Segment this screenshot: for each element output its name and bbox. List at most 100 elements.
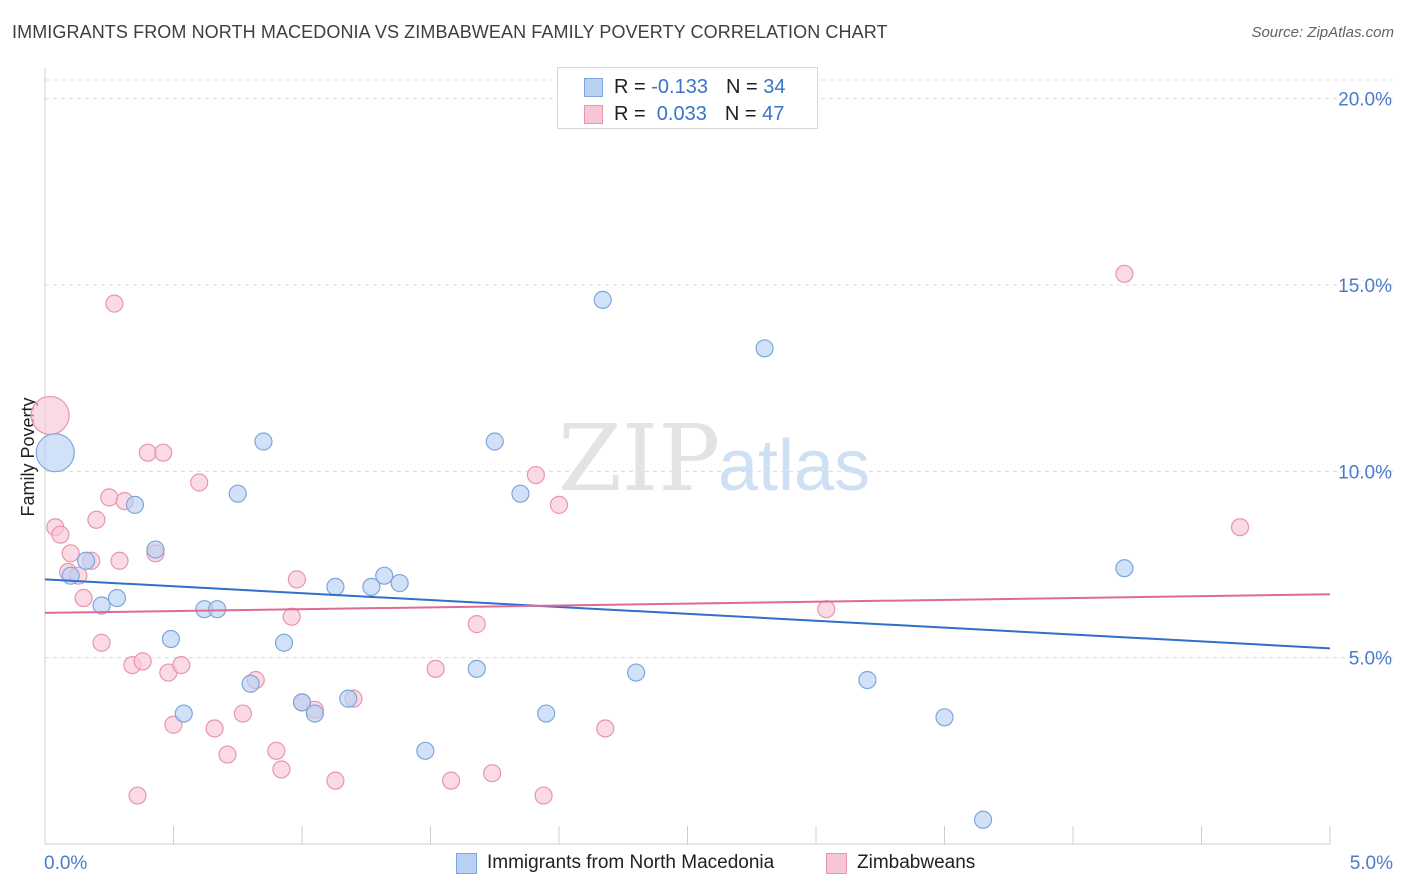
pink-swatch (584, 104, 603, 124)
macedonia-point (254, 432, 273, 451)
macedonia-point (274, 633, 294, 652)
zimbabwean-point (172, 656, 191, 675)
y-tick-label: 15.0% (1338, 276, 1392, 297)
axes (44, 68, 1331, 845)
legend-row-zimbabweans: R = 0.033 N = 47 (584, 101, 784, 127)
blue-swatch (584, 77, 603, 97)
y-tick-label: 10.0% (1338, 462, 1392, 483)
zimbabwean-point (272, 760, 291, 779)
macedonia-point (161, 629, 181, 649)
macedonia-point (174, 704, 193, 723)
macedonia-point (362, 577, 381, 596)
macedonia-point (467, 659, 486, 678)
macedonia-point (125, 495, 145, 514)
zimbabwean-point (133, 652, 152, 671)
zimbabwean-point (164, 715, 183, 734)
macedonia-point (326, 577, 345, 596)
macedonia-point (511, 484, 530, 503)
zimbabwean-point (267, 741, 286, 760)
macedonia-point (92, 596, 111, 615)
macedonia-point (755, 339, 774, 358)
zimbabwean-point (1115, 264, 1134, 283)
zimbabwean-point (74, 588, 93, 608)
macedonia-point (292, 693, 312, 712)
correlation-legend: R = -0.133 N = 34 R = 0.033 N = 47 (557, 67, 818, 129)
macedonia-point (935, 708, 954, 727)
macedonia-point (858, 670, 877, 690)
macedonia-point (208, 600, 227, 619)
zimbabweans-points (30, 264, 1250, 805)
zimbabwean-point (61, 544, 80, 563)
zimbabwean-point (30, 395, 70, 436)
zimbabwean-point (441, 771, 461, 790)
macedonia-trend-line (44, 578, 1331, 650)
macedonia-point (241, 674, 260, 693)
watermark-atlas: atlas (718, 426, 870, 506)
macedonia-point (305, 704, 324, 723)
watermark-zip: ZIP (558, 405, 720, 512)
macedonia-point (1115, 559, 1134, 578)
legend-series-label: Immigrants from North Macedonia (487, 852, 775, 873)
x-tick-label: 0.0% (44, 853, 87, 874)
legend-series-label: Zimbabweans (857, 852, 976, 873)
macedonia-point (339, 689, 358, 708)
y-tick-label: 5.0% (1349, 649, 1392, 670)
zimbabwean-point (154, 443, 173, 462)
zimbabwean-point (549, 495, 569, 514)
legend-r-value: -0.133 (651, 75, 708, 98)
macedonia-point (146, 540, 165, 559)
legend-row-macedonia: R = -0.133 N = 34 (584, 74, 785, 100)
macedonia-point (228, 484, 247, 503)
zimbabwean-point (467, 615, 486, 634)
pink-swatch (826, 852, 847, 874)
legend-n-value: 34 (763, 75, 786, 98)
chart-source: Source: ZipAtlas.com (1251, 24, 1394, 41)
zimbabwean-point (105, 294, 124, 313)
legend-n-label: N = (725, 75, 758, 98)
zimbabwean-point (817, 600, 836, 619)
legend-r-label: R = (614, 102, 646, 125)
zimbabwean-point (483, 764, 502, 783)
x-tick-label: 5.0% (1350, 853, 1393, 874)
zimbabwean-point (190, 473, 209, 492)
zimbabwean-point (534, 786, 553, 805)
macedonia-point (973, 810, 993, 829)
macedonia-point (77, 551, 96, 570)
grid-lines (45, 79, 1394, 659)
chart-title: IMMIGRANTS FROM NORTH MACEDONIA VS ZIMBA… (12, 22, 888, 42)
zimbabwean-point (51, 525, 70, 544)
blue-swatch (456, 852, 477, 874)
macedonia-point (107, 588, 127, 608)
zimbabwean-point (326, 771, 345, 790)
zimbabwean-point (205, 719, 224, 738)
macedonia-points (35, 290, 1134, 829)
legend-n-value: 47 (762, 102, 785, 125)
zimbabwean-point (218, 745, 237, 764)
zimbabwean-point (282, 607, 301, 626)
y-axis-label: Family Poverty (18, 397, 38, 516)
bottom-legend-macedonia: Immigrants from North Macedonia (456, 852, 774, 874)
legend-r-value: 0.033 (651, 102, 707, 125)
zimbabwean-point (100, 488, 119, 507)
macedonia-point (537, 704, 556, 723)
zimbabwean-point (138, 443, 157, 462)
zimbabwean-point (596, 719, 615, 738)
tick-labels: 5.0% 10.0% 15.0% 20.0% 0.0% 5.0% (44, 90, 1393, 874)
macedonia-point (485, 432, 504, 451)
zimbabwean-point (426, 659, 445, 678)
y-tick-label: 20.0% (1338, 90, 1392, 111)
macedonia-point (375, 566, 394, 585)
zimbabwean-trend-line (44, 593, 1331, 614)
trend-lines (44, 578, 1331, 650)
legend-n-label: N = (724, 102, 757, 125)
zimbabwean-point (92, 633, 111, 652)
macedonia-point (593, 290, 612, 309)
zimbabwean-point (526, 465, 545, 485)
macedonia-point (416, 741, 435, 760)
macedonia-point (626, 663, 646, 682)
watermark: ZIP atlas (558, 405, 870, 512)
zimbabwean-point (128, 786, 147, 805)
zimbabwean-point (110, 551, 129, 570)
zimbabwean-point (1230, 518, 1250, 537)
